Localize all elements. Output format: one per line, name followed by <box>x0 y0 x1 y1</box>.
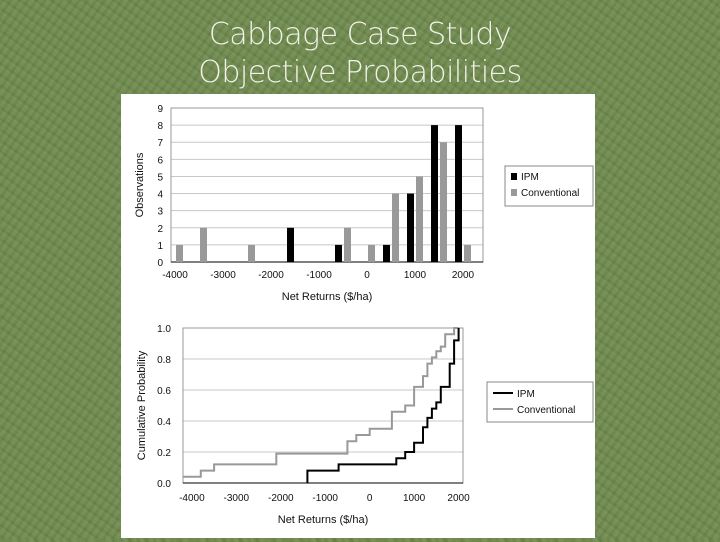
y-axis-title: Cumulative Probability <box>136 350 148 460</box>
bar-conventional <box>176 244 183 262</box>
bar-conventional <box>344 227 351 262</box>
x-tick-label: -3000 <box>224 493 250 504</box>
y-tick-label: 0.8 <box>157 355 171 366</box>
series-line-ipm <box>306 328 460 483</box>
legend-label-conventional: Conventional <box>517 405 575 416</box>
y-tick-label: 8 <box>157 121 163 132</box>
x-axis-title: Net Returns ($/ha) <box>278 514 368 526</box>
legend: IPM Conventional <box>504 165 594 207</box>
y-tick-label: 0.0 <box>157 479 171 490</box>
legend: IPM Conventional <box>486 381 594 423</box>
histogram-panel: 0 1 2 3 4 5 6 7 8 9 -4000 -3000 -2000 -1000 0 1000 2000 N… <box>121 94 595 310</box>
bar-ipm <box>455 125 462 262</box>
cdf-chart: 0.0 0.2 0.4 0.6 0.8 1.0 -4000 -3000 -2000 -1000 0 1… <box>136 324 594 526</box>
legend-swatch-conventional <box>511 189 517 196</box>
histogram-chart: 0 1 2 3 4 5 6 7 8 9 -4000 -3000 -2000 -1000 0 1000 2000 N… <box>134 104 594 303</box>
y-tick-label: 1.0 <box>157 324 171 335</box>
y-tick-label: 2 <box>157 224 163 235</box>
y-tick-label: 0 <box>157 258 163 269</box>
y-tick-label: 9 <box>157 104 163 115</box>
slide-title-line2: Objective Probabilities <box>198 55 522 90</box>
bar-conventional <box>248 244 255 262</box>
x-tick-label: -2000 <box>268 493 294 504</box>
legend-box <box>486 381 594 423</box>
bar-ipm <box>287 227 294 262</box>
y-tick-label: 0.6 <box>157 386 171 397</box>
x-tick-label: -1000 <box>306 270 332 281</box>
x-tick-label: -2000 <box>258 270 284 281</box>
y-tick-label: 5 <box>157 172 163 183</box>
bar-conventional <box>200 227 207 262</box>
bar-ipm <box>335 244 342 262</box>
legend-label-conventional: Conventional <box>521 188 579 199</box>
x-axis-title: Net Returns ($/ha) <box>282 291 372 303</box>
cdf-panel: 0.0 0.2 0.4 0.6 0.8 1.0 -4000 -3000 -2000 -1000 0 1… <box>121 310 595 538</box>
legend-label-ipm: IPM <box>517 389 535 400</box>
x-tick-label: 0 <box>364 270 370 281</box>
y-tick-label: 7 <box>157 138 163 149</box>
legend-label-ipm: IPM <box>521 172 539 183</box>
bar-conventional <box>392 193 399 262</box>
legend-swatch-ipm <box>511 173 517 180</box>
x-tick-label: -1000 <box>312 493 338 504</box>
x-tick-label: 1000 <box>403 493 426 504</box>
x-tick-label: 0 <box>367 493 373 504</box>
slide-title-line1: Cabbage Case Study <box>208 17 512 52</box>
bar-conventional <box>440 142 447 262</box>
bar-conventional <box>416 176 423 262</box>
y-tick-label: 6 <box>157 155 163 166</box>
y-tick-label: 0.2 <box>157 448 171 459</box>
bar-conventional <box>368 244 375 262</box>
x-tick-label: 2000 <box>447 493 470 504</box>
bar-conventional <box>464 244 471 262</box>
x-tick-label: -4000 <box>179 493 205 504</box>
legend-box <box>504 165 594 207</box>
y-tick-label: 3 <box>157 207 163 218</box>
plot-area <box>182 327 464 484</box>
y-tick-label: 1 <box>157 241 163 252</box>
x-tick-label: 2000 <box>452 270 475 281</box>
bar-ipm <box>383 244 390 262</box>
bar-ipm <box>407 193 414 262</box>
y-axis-title: Observations <box>134 152 146 217</box>
x-tick-label: -4000 <box>162 270 188 281</box>
x-tick-label: 1000 <box>404 270 427 281</box>
series-line-conventional <box>183 327 459 478</box>
x-tick-label: -3000 <box>210 270 236 281</box>
bar-ipm <box>431 125 438 262</box>
y-tick-label: 0.4 <box>157 417 171 428</box>
y-tick-label: 4 <box>157 190 163 201</box>
